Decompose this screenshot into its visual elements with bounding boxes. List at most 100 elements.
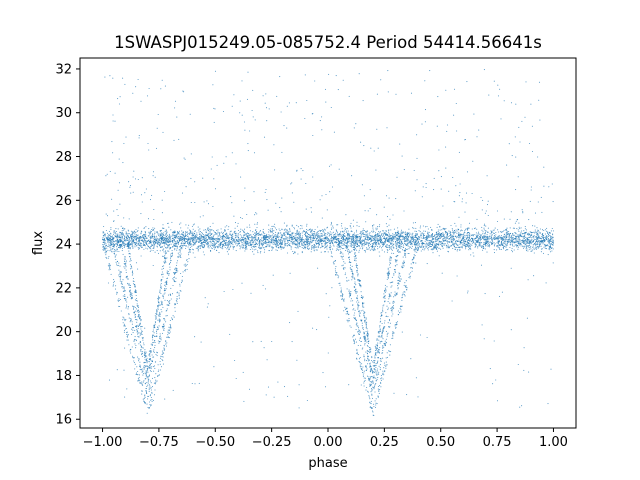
data-point: [386, 233, 388, 235]
data-point: [469, 235, 471, 237]
data-point: [452, 229, 454, 231]
data-point: [459, 247, 461, 249]
data-point: [545, 230, 548, 232]
data-point: [542, 232, 544, 235]
data-point: [452, 238, 454, 240]
data-point: [332, 231, 335, 233]
data-point: [396, 241, 398, 243]
data-point: [255, 237, 257, 239]
data-point: [381, 241, 383, 243]
data-point: [299, 241, 301, 243]
data-point: [397, 231, 400, 233]
data-point: [500, 231, 503, 233]
data-point: [473, 241, 475, 243]
data-point: [366, 233, 368, 235]
data-point: [531, 237, 533, 239]
data-point: [174, 245, 177, 247]
data-point: [480, 233, 482, 236]
data-point: [219, 238, 221, 240]
data-point: [435, 238, 437, 240]
data-point: [406, 236, 408, 238]
data-point: [414, 222, 416, 224]
data-point: [525, 243, 527, 245]
data-point: [341, 244, 343, 246]
data-point: [320, 235, 322, 237]
data-point: [248, 243, 250, 245]
data-point: [297, 233, 299, 235]
data-point: [144, 245, 146, 247]
data-point: [189, 240, 191, 243]
data-point: [368, 233, 370, 235]
data-point: [399, 234, 401, 236]
data-point: [466, 244, 468, 246]
data-point: [178, 230, 180, 232]
data-point: [541, 234, 543, 236]
data-point: [301, 242, 303, 244]
data-point: [116, 244, 118, 246]
data-point: [267, 235, 269, 237]
data-point: [315, 241, 317, 243]
data-point: [147, 240, 149, 242]
data-point: [424, 240, 426, 242]
data-point: [479, 239, 481, 241]
data-point: [326, 241, 328, 243]
data-point: [279, 241, 281, 243]
data-point: [331, 227, 333, 229]
data-point: [311, 229, 313, 231]
data-point: [164, 237, 166, 239]
data-point: [338, 239, 340, 241]
data-point: [512, 227, 514, 229]
data-point: [176, 231, 179, 233]
data-point: [198, 245, 200, 247]
data-point: [457, 246, 459, 248]
data-point: [337, 246, 339, 248]
data-point: [467, 229, 469, 231]
data-point: [297, 246, 299, 248]
data-point: [536, 233, 538, 235]
data-point: [268, 238, 270, 240]
data-point: [270, 238, 272, 241]
data-point: [517, 248, 519, 250]
data-point: [131, 232, 133, 234]
data-point: [294, 234, 296, 236]
data-point: [546, 227, 548, 229]
data-point: [206, 241, 209, 243]
data-point: [356, 249, 358, 251]
data-point: [158, 235, 160, 237]
data-point: [349, 237, 351, 239]
data-point: [542, 240, 544, 243]
data-point: [523, 242, 525, 244]
data-point: [413, 241, 415, 244]
data-point: [332, 238, 334, 240]
data-point: [505, 240, 507, 242]
data-point: [507, 232, 510, 234]
data-point: [509, 238, 511, 240]
data-point: [440, 242, 442, 244]
data-point: [348, 234, 350, 236]
data-point: [259, 234, 261, 236]
data-point: [187, 233, 189, 235]
data-point: [500, 237, 502, 239]
data-point: [240, 228, 242, 230]
data-point: [114, 232, 116, 235]
data-point: [385, 230, 387, 232]
data-point: [378, 243, 380, 245]
data-point: [518, 240, 520, 243]
data-point: [447, 237, 449, 240]
data-point: [372, 227, 374, 229]
data-point: [213, 238, 215, 240]
data-point: [545, 239, 547, 241]
data-point: [482, 237, 484, 240]
data-point: [128, 237, 130, 239]
data-point: [419, 243, 421, 245]
data-point: [503, 242, 505, 244]
data-point: [265, 241, 267, 243]
data-point: [110, 245, 112, 247]
data-point: [174, 237, 176, 239]
data-point: [433, 247, 436, 249]
data-point: [461, 245, 463, 247]
data-point: [236, 239, 238, 241]
data-point: [520, 242, 522, 244]
data-point: [528, 248, 530, 250]
data-point: [443, 244, 445, 247]
